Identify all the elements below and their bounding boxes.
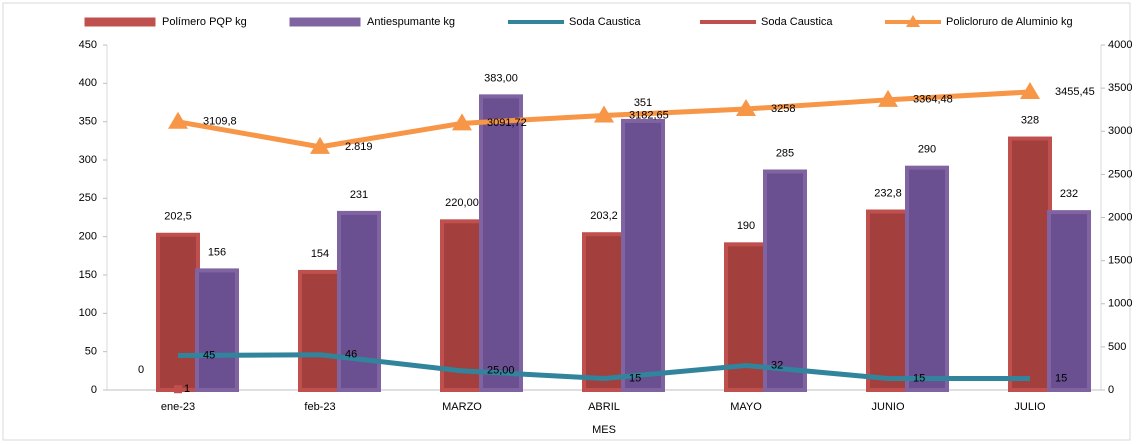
y2-tick-label: 500 <box>1108 341 1126 353</box>
x-tick-label: JULIO <box>1014 401 1046 413</box>
legend-label: Policloruro de Aluminio kg <box>946 16 1073 28</box>
x-tick-label: JUNIO <box>872 401 905 413</box>
line-label: 45 <box>203 349 215 361</box>
y-tick-label: 400 <box>79 77 97 89</box>
y2-tick-label: 2000 <box>1108 211 1132 223</box>
x-axis-label: MES <box>592 424 616 436</box>
line <box>177 352 1030 381</box>
x-tick-label: MAYO <box>730 401 762 413</box>
y-tick-label: 300 <box>79 154 97 166</box>
y-tick-label: 200 <box>79 231 97 243</box>
bar <box>905 165 949 392</box>
bar-label: 203,2 <box>590 210 618 222</box>
bar-label: 351 <box>634 97 652 109</box>
marker <box>174 385 182 394</box>
legend-label: Polímero PQP kg <box>162 16 247 28</box>
marker <box>878 89 898 107</box>
marker <box>736 98 756 116</box>
line-label: 25,00 <box>487 365 515 377</box>
line-label: 1 <box>184 383 190 395</box>
marker <box>168 111 188 129</box>
bar <box>298 269 342 392</box>
x-tick-label: MARZO <box>442 401 482 413</box>
line-label: 3364,48 <box>913 94 953 106</box>
legend-label: Soda Caustica <box>761 16 833 28</box>
legend-label: Soda Caustica <box>569 16 641 28</box>
y-tick-label: 450 <box>79 39 97 51</box>
bar-label: 156 <box>208 246 226 258</box>
y2-tick-label: 0 <box>1108 384 1114 396</box>
bar <box>1008 136 1052 392</box>
y-tick-label: 100 <box>79 307 97 319</box>
bar-label: 290 <box>918 144 936 156</box>
y2-tick-label: 3000 <box>1108 125 1132 137</box>
bar <box>621 118 665 393</box>
bar-label: 190 <box>737 220 755 232</box>
line-label: 46 <box>345 349 357 361</box>
x-tick-label: ene-23 <box>161 401 195 413</box>
y2-tick-label: 1500 <box>1108 255 1132 267</box>
y-tick-label: 350 <box>79 116 97 128</box>
y-tick-label: 250 <box>79 192 97 204</box>
bar <box>1047 210 1091 392</box>
marker <box>310 136 330 154</box>
y2-tick-label: 3500 <box>1108 82 1132 94</box>
legend-label: Antiespumante kg <box>367 16 455 28</box>
y2-tick-label: 4000 <box>1108 39 1132 51</box>
bar <box>582 232 626 392</box>
bar-label: 285 <box>776 147 794 159</box>
bar <box>479 94 523 392</box>
bar-label: 383,00 <box>484 72 518 84</box>
line-label: 3182,65 <box>629 109 669 121</box>
line-label: 2.819 <box>345 141 373 153</box>
bar <box>440 219 484 392</box>
line-label: 3258 <box>771 103 795 115</box>
y-tick-label: 150 <box>79 269 97 281</box>
x-tick-label: ABRIL <box>588 401 620 413</box>
bar-label: 202,5 <box>164 211 192 223</box>
bar-label: 231 <box>350 189 368 201</box>
marker <box>452 113 472 131</box>
bar-label: 232 <box>1060 188 1078 200</box>
line-label: 3455,45 <box>1055 86 1095 98</box>
line-label: 15 <box>629 372 641 384</box>
y2-tick-label: 2500 <box>1108 168 1132 180</box>
marker <box>594 105 614 123</box>
bar-label: 154 <box>311 248 329 260</box>
line-label: 32 <box>771 359 783 371</box>
bar <box>156 232 200 392</box>
line-label: 3109,8 <box>203 116 237 128</box>
bar <box>763 169 807 392</box>
y-tick-label: 50 <box>85 346 97 358</box>
marker <box>1020 81 1040 99</box>
legend-marker <box>906 15 920 27</box>
bar <box>337 210 381 392</box>
y-tick-label: 0 <box>91 384 97 396</box>
legend-swatch <box>84 17 156 27</box>
y2-tick-label: 1000 <box>1108 298 1132 310</box>
line-label: 15 <box>913 372 925 384</box>
legend-swatch <box>289 17 361 27</box>
line-label: 15 <box>1055 372 1067 384</box>
annotation: 0 <box>138 364 144 376</box>
bar-label: 232,8 <box>874 187 902 199</box>
line-label: 3091,72 <box>487 117 527 129</box>
bar <box>866 209 910 392</box>
bar-label: 328 <box>1021 114 1039 126</box>
x-tick-label: feb-23 <box>304 401 335 413</box>
bar-label: 220,00 <box>445 197 479 209</box>
bar <box>195 268 239 392</box>
